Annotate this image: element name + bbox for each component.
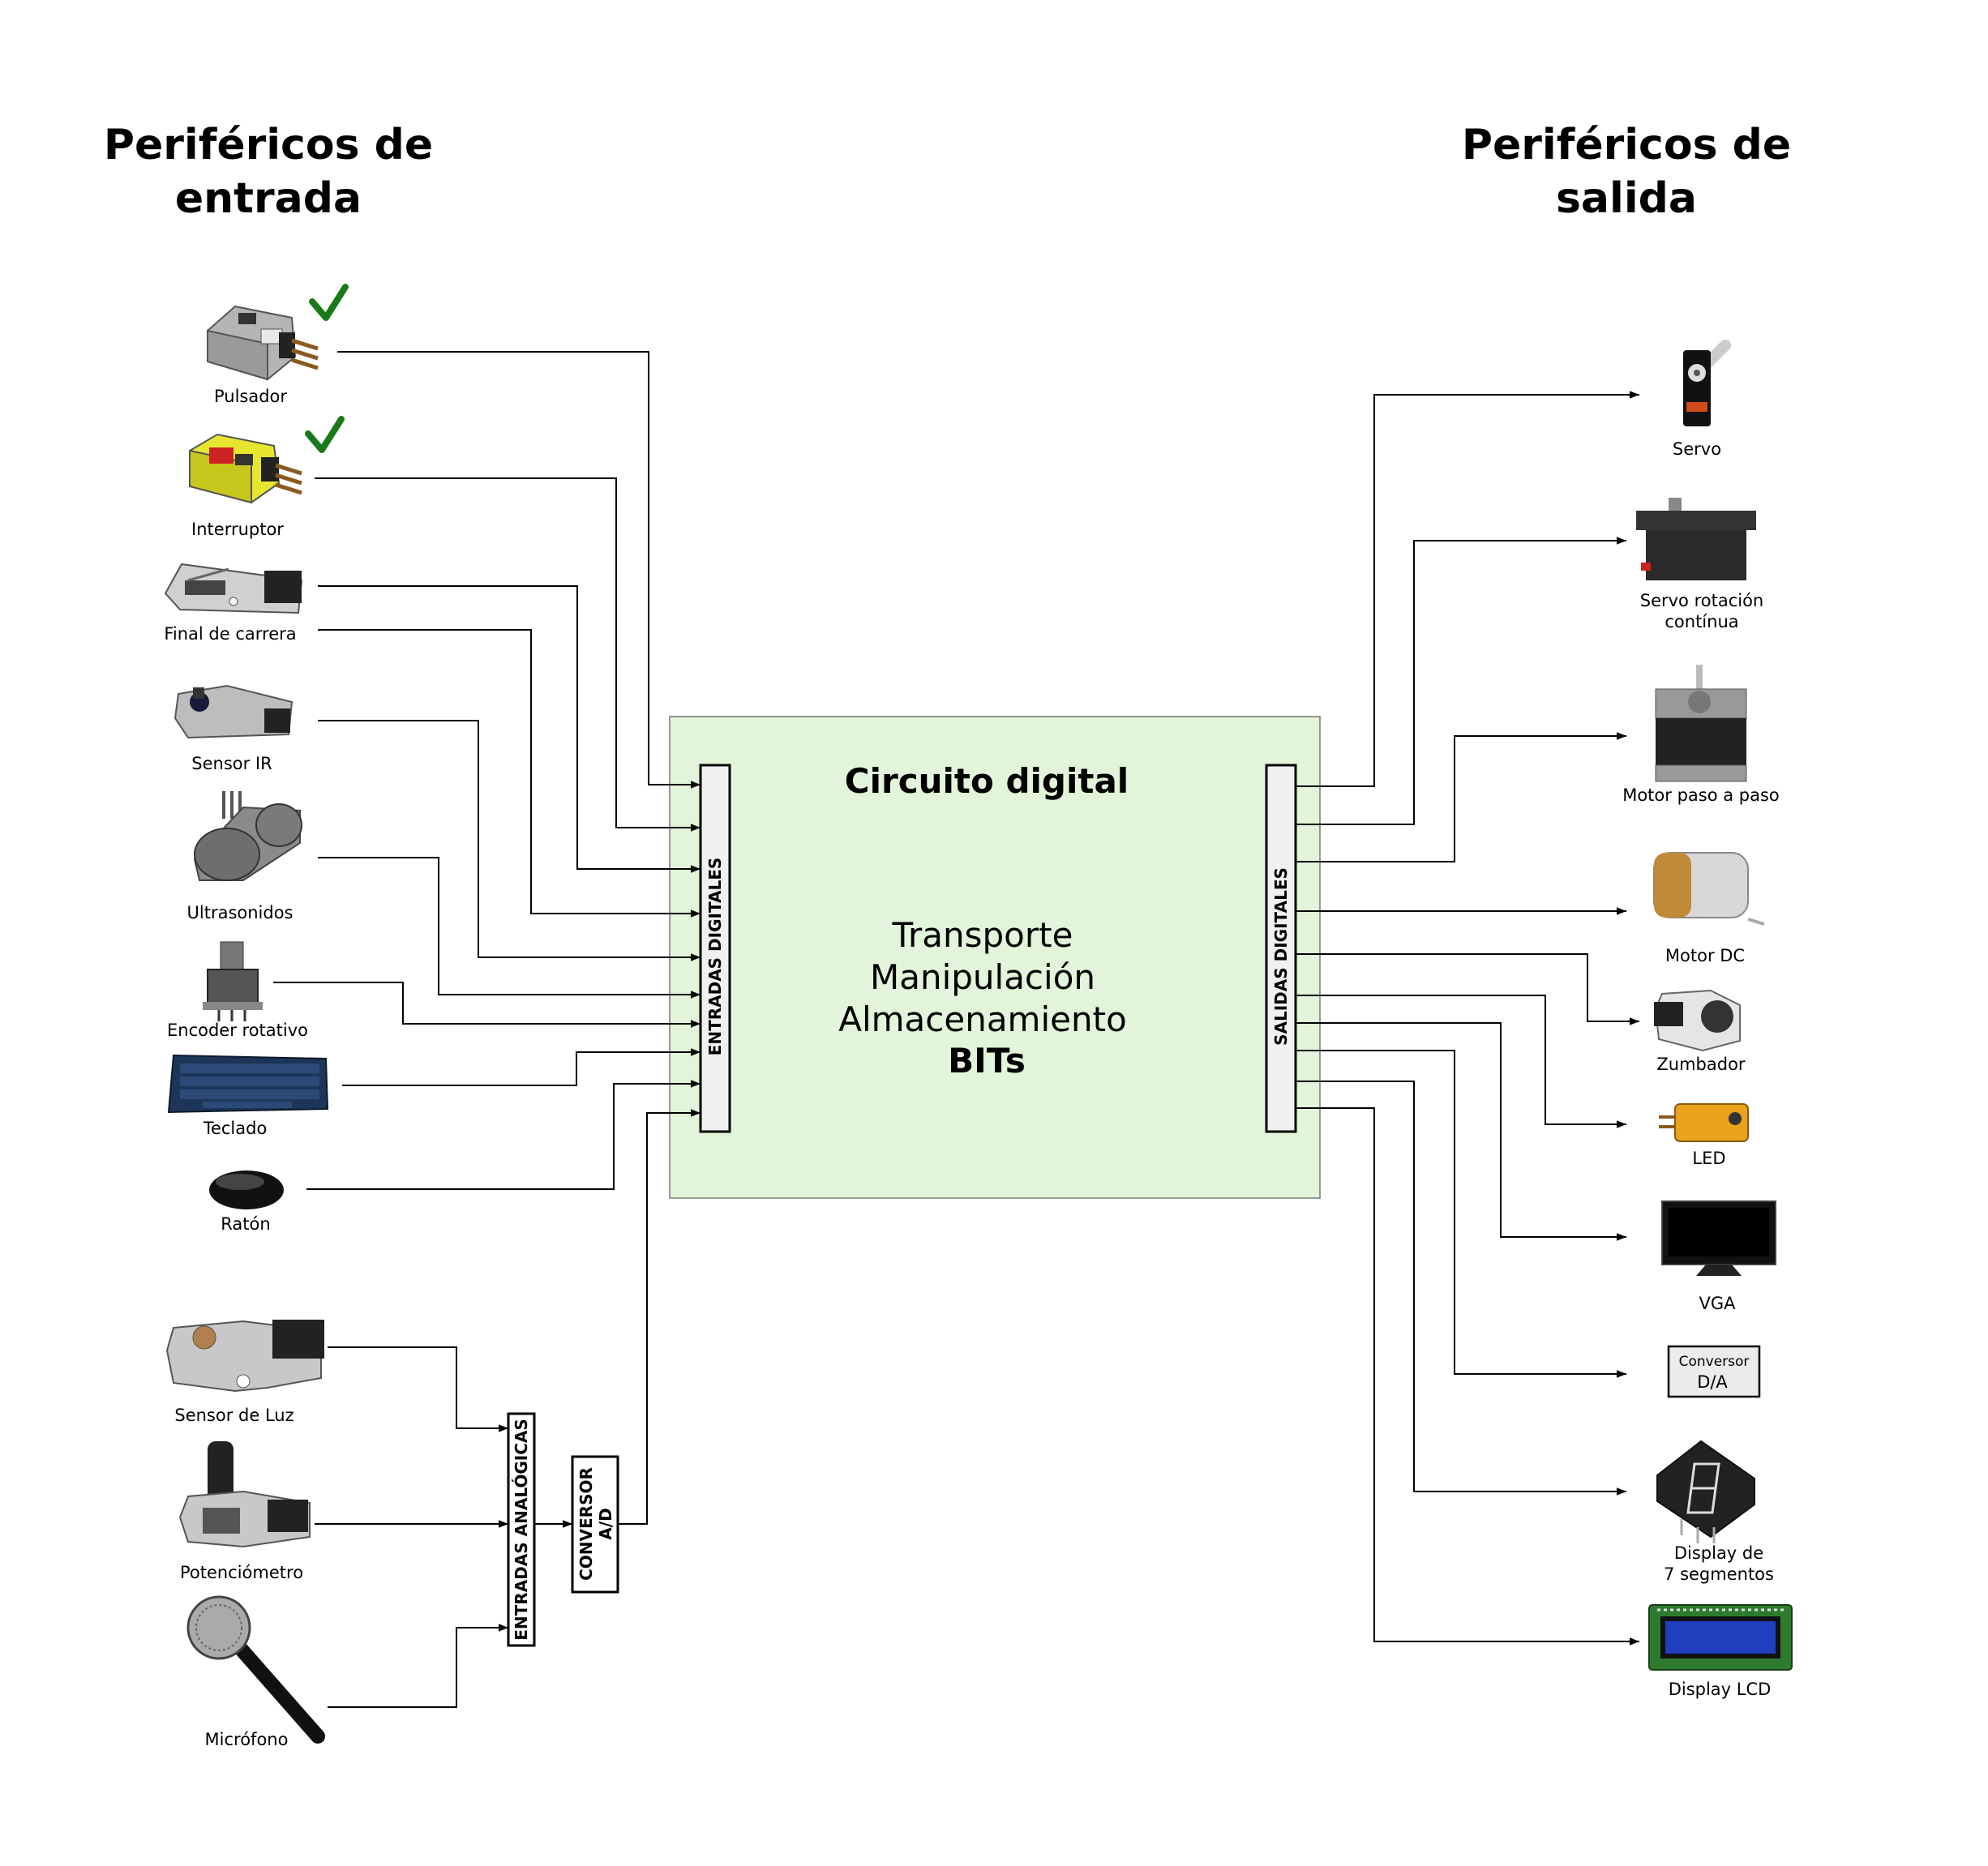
output-title-line1: Periféricos de — [1462, 121, 1791, 169]
ad-converter-label-1: CONVERSOR — [576, 1467, 596, 1581]
check-icon — [305, 416, 345, 453]
output-wires — [1296, 391, 1639, 1646]
label-microfono: Micrófono — [205, 1730, 289, 1749]
analog-input-bus — [507, 1412, 536, 1647]
label-display-7seg-1: Display de — [1674, 1543, 1763, 1563]
core-line-manipulacion: Manipulación — [870, 957, 1095, 997]
digital-output-bus — [1265, 764, 1297, 1133]
digital-input-bus-label: ENTRADAS DIGITALES — [705, 858, 725, 1056]
label-conversor: Conversor — [1679, 1354, 1750, 1370]
microphone-icon — [186, 1595, 325, 1744]
monitor-icon — [1661, 1200, 1776, 1276]
mouse-icon — [209, 1171, 284, 1209]
label-raton: Ratón — [221, 1214, 270, 1234]
switch-module-icon — [189, 433, 302, 504]
label-servo: Servo — [1673, 439, 1721, 459]
core-line-transporte: Transporte — [892, 915, 1073, 955]
label-interruptor: Interruptor — [191, 520, 284, 539]
buzzer-icon — [1654, 989, 1741, 1052]
label-motor-paso-a-paso: Motor paso a paso — [1622, 785, 1780, 805]
analog-input-bus-label: ENTRADAS ANALÓGICAS — [512, 1419, 531, 1641]
seven-segment-icon — [1656, 1440, 1755, 1543]
label-display-7seg-2: 7 segmentos — [1664, 1564, 1774, 1584]
digital-circuit-block — [669, 716, 1321, 1199]
push-button-module-icon — [207, 305, 319, 381]
potentiometer-icon — [178, 1441, 311, 1548]
continuous-servo-icon — [1636, 498, 1756, 580]
digital-output-bus-label: SALIDAS DIGITALES — [1271, 867, 1291, 1046]
core-title: Circuito digital — [845, 761, 1129, 801]
input-title-line2: entrada — [175, 174, 362, 223]
input-wires — [273, 351, 701, 1708]
output-title-line2: salida — [1556, 174, 1697, 223]
stepper-motor-icon — [1655, 665, 1747, 782]
check-icon — [309, 284, 349, 321]
rotary-encoder-icon — [203, 941, 263, 1021]
label-pulsador: Pulsador — [214, 387, 287, 406]
label-vga: VGA — [1699, 1294, 1736, 1313]
ir-sensor-icon — [174, 684, 293, 739]
label-servo-rotacion-2: contínua — [1665, 612, 1738, 631]
led-module-icon — [1659, 1103, 1749, 1142]
da-converter-box — [1667, 1345, 1761, 1398]
label-led: LED — [1692, 1149, 1725, 1168]
digital-input-bus — [699, 764, 731, 1133]
label-encoder-rotativo: Encoder rotativo — [167, 1021, 308, 1040]
input-title-line1: Periféricos de — [104, 121, 433, 169]
dc-motor-icon — [1653, 852, 1765, 926]
label-da: D/A — [1697, 1372, 1728, 1392]
core-line-almacenamiento: Almacenamiento — [838, 999, 1127, 1039]
ad-converter-box — [571, 1455, 619, 1594]
label-sensor-de-luz: Sensor de Luz — [174, 1406, 293, 1425]
light-sensor-icon — [165, 1320, 324, 1393]
label-ultrasonidos: Ultrasonidos — [187, 903, 293, 922]
label-potenciometro: Potenciómetro — [180, 1563, 303, 1582]
keyboard-icon — [167, 1054, 329, 1114]
limit-switch-icon — [164, 563, 303, 614]
ultrasonic-sensor-icon — [193, 791, 302, 881]
label-teclado: Teclado — [203, 1119, 268, 1138]
ad-converter-label-2: A/D — [596, 1508, 615, 1539]
label-motor-dc: Motor DC — [1665, 946, 1745, 965]
label-display-lcd: Display LCD — [1669, 1680, 1772, 1699]
label-sensor-ir: Sensor IR — [191, 754, 272, 773]
label-zumbador: Zumbador — [1656, 1055, 1746, 1074]
core-line-bits: BITs — [948, 1041, 1026, 1081]
label-servo-rotacion-1: Servo rotación — [1640, 591, 1764, 610]
label-final-de-carrera: Final de carrera — [164, 624, 296, 644]
servo-icon — [1683, 340, 1731, 426]
lcd-display-icon — [1648, 1604, 1793, 1671]
